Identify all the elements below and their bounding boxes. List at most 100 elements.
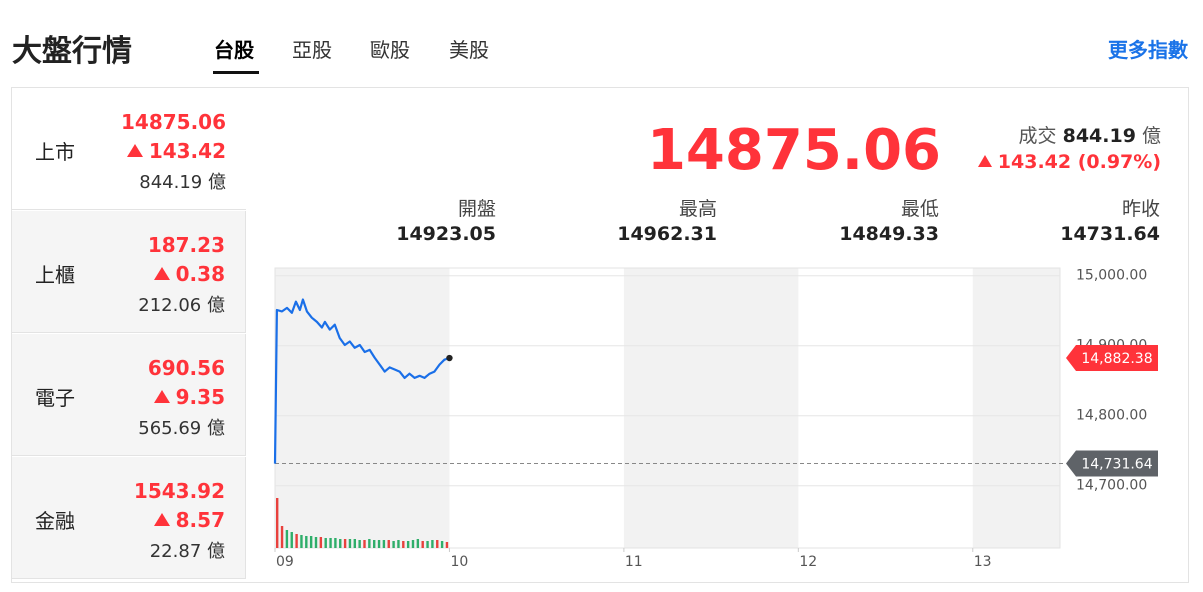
market-volume: 565.69 億	[138, 414, 225, 440]
market-change: 9.35	[153, 385, 225, 409]
price-line	[273, 298, 450, 464]
volume-bar	[329, 538, 332, 548]
index-change: 143.42 (0.97%)	[977, 151, 1161, 173]
x-tick-label: 10	[450, 554, 468, 570]
volume-bar	[343, 539, 347, 548]
market-change: 0.38	[153, 262, 225, 286]
volume-bar	[290, 532, 293, 548]
volume-bar	[426, 541, 429, 548]
unit: 億	[1141, 125, 1161, 147]
stat-label: 開盤	[457, 198, 496, 220]
y-tick-label: 14,800.00	[1076, 408, 1147, 424]
volume-bar	[387, 540, 390, 548]
x-tick-label: 09	[276, 554, 294, 570]
volume-bar	[411, 540, 415, 548]
tab-indicator	[213, 71, 259, 74]
hour-band	[275, 268, 450, 548]
market-change: 8.57	[153, 508, 225, 532]
volume-value: 565.69	[138, 418, 202, 439]
market-item[interactable]: 上市 14875.06 143.42 844.19 億	[12, 88, 246, 210]
tag-shape	[1066, 450, 1158, 477]
tag-shape	[1066, 345, 1158, 372]
tag-label: 14,882.38	[1081, 351, 1152, 367]
volume-bar	[285, 530, 289, 548]
market-item[interactable]: 金融 1543.92 8.57 22.87 億	[12, 457, 246, 579]
market-price: 187.23	[147, 233, 225, 257]
volume-bar	[314, 537, 318, 548]
stat-value: 14731.64	[1060, 223, 1160, 245]
unit: 億	[207, 418, 225, 439]
volume-bar	[309, 536, 313, 548]
up-icon	[126, 144, 143, 157]
volume-bar	[280, 526, 284, 548]
volume-value: 844.19	[139, 172, 203, 193]
last-point	[446, 354, 453, 362]
market-name: 金融	[35, 509, 75, 533]
hour-band	[623, 268, 799, 548]
up-icon	[153, 513, 170, 526]
volume-bar	[358, 540, 361, 548]
y-tick-label: 15,000.00	[1076, 268, 1147, 284]
change-text: 143.42 (0.97%)	[997, 151, 1161, 173]
market-price: 1543.92	[133, 479, 225, 503]
market-volume: 22.87 億	[150, 537, 225, 563]
volume-value: 212.06	[138, 295, 202, 316]
volume-bar	[402, 541, 405, 548]
market-price: 14875.06	[120, 110, 226, 134]
market-name: 上市	[35, 140, 75, 164]
volume-bar	[363, 540, 366, 548]
volume-bar	[416, 539, 420, 548]
market-item[interactable]: 電子 690.56 9.35 565.69 億	[12, 334, 246, 456]
price-tag: 14,731.64	[1066, 450, 1158, 477]
volume-bar	[377, 540, 381, 548]
volume-bar	[431, 540, 434, 548]
more-indices-link[interactable]: 更多指數	[1108, 38, 1188, 62]
volume-bar	[382, 540, 386, 548]
widget-title: 大盤行情	[12, 34, 132, 69]
market-name: 上櫃	[35, 263, 75, 287]
y-tick-label: 14,700.00	[1076, 478, 1147, 494]
volume-bar	[324, 538, 327, 548]
market-change: 143.42	[126, 139, 226, 163]
up-icon	[153, 267, 170, 280]
volume-bar	[421, 541, 424, 548]
unit: 億	[207, 541, 225, 562]
volume-bar	[445, 542, 449, 548]
volume-bar	[373, 540, 376, 548]
change-value: 8.57	[175, 508, 225, 532]
stat-label: 昨收	[1121, 198, 1160, 220]
unit: 億	[208, 172, 226, 193]
panel	[11, 87, 1189, 583]
volume-bar	[276, 498, 279, 548]
market-name: 電子	[35, 386, 75, 410]
turnover-label: 成交	[1018, 125, 1057, 147]
stat-value: 14849.33	[839, 223, 939, 245]
volume-bar	[305, 536, 308, 548]
x-tick-label: 13	[974, 554, 992, 570]
volume-bar	[436, 540, 439, 548]
tab[interactable]: 歐股	[370, 38, 410, 62]
tab[interactable]: 亞股	[292, 38, 332, 62]
x-tick-label: 12	[799, 554, 817, 570]
up-icon	[977, 155, 992, 167]
up-icon	[153, 390, 170, 403]
tab[interactable]: 美股	[449, 38, 489, 62]
stat-label: 最低	[900, 198, 939, 220]
market-volume: 844.19 億	[139, 168, 226, 194]
change-value: 9.35	[175, 385, 225, 409]
volume-bar	[368, 539, 371, 548]
market-volume: 212.06 億	[138, 291, 225, 317]
market-price: 690.56	[147, 356, 225, 380]
volume-bar	[440, 541, 444, 548]
volume-bar	[392, 541, 395, 548]
stat-value: 14923.05	[396, 223, 496, 245]
market-item[interactable]: 上櫃 187.23 0.38 212.06 億	[12, 211, 246, 333]
tab[interactable]: 台股	[214, 38, 254, 62]
volume-bar	[300, 535, 303, 548]
hour-band	[972, 268, 1060, 548]
volume-bar	[339, 539, 342, 548]
stat-value: 14962.31	[617, 223, 717, 245]
x-tick-label: 11	[625, 554, 643, 570]
